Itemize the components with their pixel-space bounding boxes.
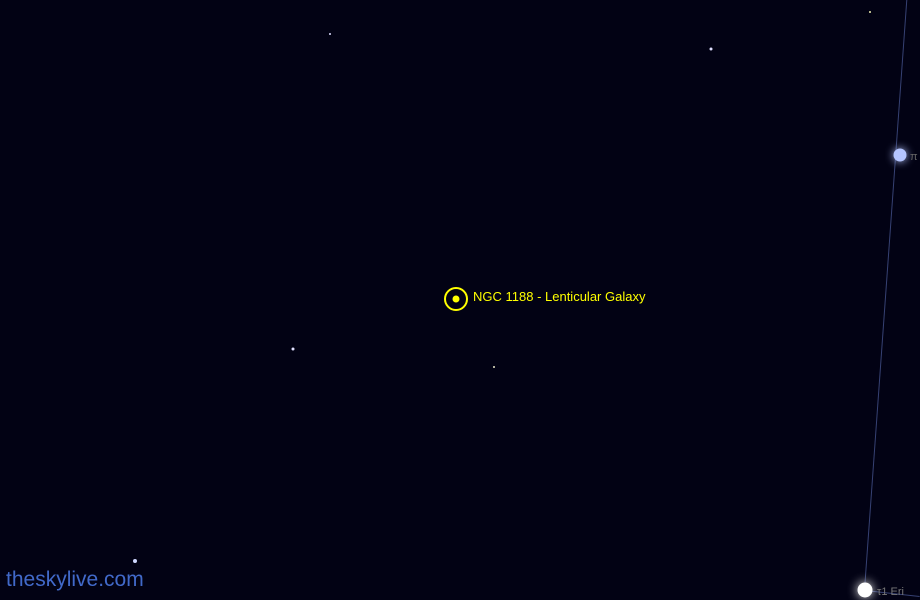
constellation-line xyxy=(864,0,908,590)
field-star xyxy=(292,348,295,351)
star-label-tau1-eri: τ1 Eri xyxy=(877,586,904,598)
field-star xyxy=(493,366,495,368)
field-star xyxy=(133,559,137,563)
star-pi-cet xyxy=(894,149,907,162)
target-marker-dot xyxy=(453,296,460,303)
target-label: NGC 1188 - Lenticular Galaxy xyxy=(473,289,645,304)
star-label-pi-cet: π xyxy=(910,151,918,163)
watermark: theskylive.com xyxy=(6,568,144,592)
field-star xyxy=(710,48,713,51)
field-star xyxy=(329,33,331,35)
star-chart: π τ1 Eri NGC 1188 - Lenticular Galaxy th… xyxy=(0,0,920,600)
star-tau1-eri xyxy=(858,583,873,598)
field-star xyxy=(869,11,871,13)
